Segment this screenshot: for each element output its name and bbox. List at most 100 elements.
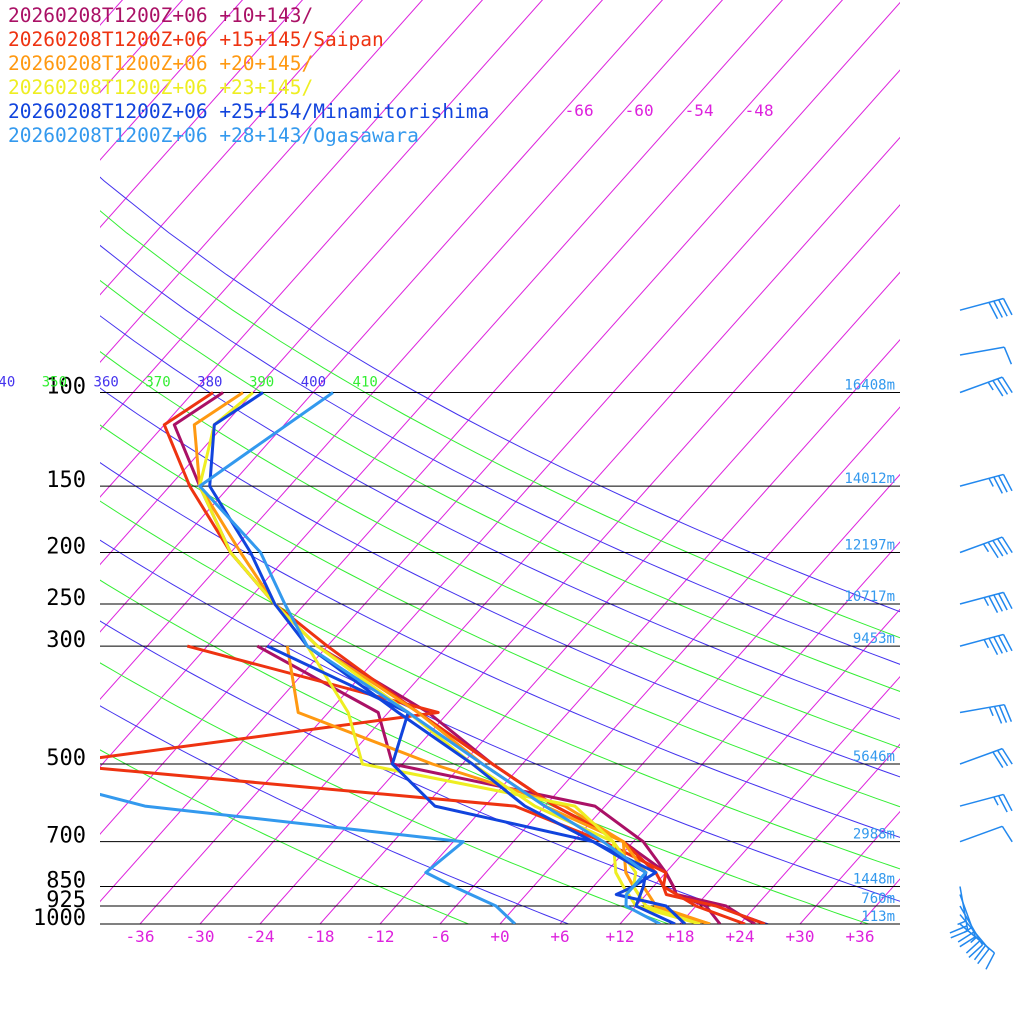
theta-label: 350: [42, 375, 67, 391]
legend-entry-5: 20260208T1200Z+06 +28+143/Ogasawara: [8, 124, 419, 147]
isotherm-line: [799, 810, 900, 924]
wind-barb: [959, 923, 996, 970]
pressure-label: 150: [46, 468, 86, 493]
x-tick-label: +6: [550, 927, 569, 946]
isotherm-label: -54: [685, 101, 714, 120]
theta-line: [100, 279, 900, 692]
legend-entry-4: 20260208T1200Z+06 +25+154/Minamitorishim…: [8, 100, 490, 123]
pressure-label: 500: [46, 746, 86, 771]
wind-barb: [959, 473, 1013, 494]
theta-line: [100, 749, 469, 924]
pressure-label: 300: [46, 628, 86, 653]
wind-barb: [949, 886, 969, 939]
wind-barb: [959, 747, 1013, 768]
wind-barb: [959, 633, 1013, 656]
height-label: 10717m: [844, 589, 895, 605]
theta-line: [100, 705, 569, 924]
x-tick-label: -12: [366, 927, 395, 946]
theta-label: 360: [94, 375, 119, 391]
height-label: 2988m: [853, 827, 895, 843]
series-4-temperature-line: [208, 391, 676, 924]
x-tick-label: -24: [246, 927, 275, 946]
wind-barb: [959, 825, 1013, 843]
isotherm-line: [619, 608, 900, 924]
wind-barb: [959, 703, 1013, 724]
height-label: 14012m: [844, 471, 895, 487]
wind-barb: [959, 376, 1013, 397]
theta-label: 380: [197, 375, 222, 391]
pressure-label: 100: [46, 375, 86, 400]
sounding-profiles: [100, 391, 766, 924]
series-1-temperature-line: [162, 391, 766, 924]
wind-barb: [959, 793, 1013, 813]
height-label: 760m: [861, 891, 895, 907]
x-tick-label: +18: [666, 927, 695, 946]
theta-line: [100, 539, 900, 902]
theta-label: 340: [0, 375, 15, 391]
isotherm-line: [100, 0, 244, 161]
wind-barb: [959, 536, 1013, 559]
isotherm-line: [100, 0, 304, 229]
isotherm-label: -48: [745, 101, 774, 120]
isotherm-line: [739, 743, 900, 924]
isotherm-line: [559, 541, 900, 924]
wind-barb: [959, 591, 1013, 613]
theta-line: [100, 210, 900, 639]
theta-line: [100, 350, 900, 749]
pressure-label: 700: [46, 824, 86, 849]
height-label: 12197m: [844, 537, 895, 553]
x-tick-label: +30: [786, 927, 815, 946]
theta-line: [100, 462, 900, 838]
x-tick-label: +0: [490, 927, 509, 946]
series-5-temperature-line: [198, 391, 661, 924]
x-tick-label: +36: [846, 927, 875, 946]
theta-line: [100, 315, 900, 720]
wind-barb: [959, 346, 1013, 365]
x-tick-label: +24: [726, 927, 755, 946]
legend-entry-2: 20260208T1200Z+06 +20+145/: [8, 52, 314, 75]
height-label: 113m: [861, 909, 895, 925]
x-tick-label: -18: [306, 927, 335, 946]
height-label: 16408m: [844, 378, 895, 394]
theta-line: [100, 424, 900, 808]
isotherm-line: [859, 878, 900, 924]
isotherm-line: [679, 676, 900, 924]
x-tick-label: -6: [430, 927, 449, 946]
theta-label: 400: [301, 375, 326, 391]
theta-line: [100, 500, 900, 870]
legend: 20260208T1200Z+06 +10+143/ 20260208T1200…: [8, 4, 489, 148]
isotherm-line: [100, 0, 424, 363]
theta-label: 370: [145, 375, 170, 391]
theta-line: [100, 620, 769, 924]
isotherm-line: [0, 0, 6, 924]
height-label: 5646m: [853, 749, 895, 765]
pressure-label: 200: [46, 534, 86, 559]
isotherm-line: [100, 0, 184, 94]
theta-line: [100, 662, 669, 924]
theta-line: [100, 387, 900, 778]
legend-entry-0: 20260208T1200Z+06 +10+143/: [8, 4, 314, 27]
isotherm-label: -66: [565, 101, 594, 120]
theta-label: 390: [249, 375, 274, 391]
theta-line: [100, 244, 900, 665]
pressure-label: 1000: [33, 906, 86, 931]
height-label: 1448m: [853, 871, 895, 887]
pressure-lines: [100, 392, 900, 925]
theta-line: [100, 579, 869, 924]
series-5-dewpoint-line: [100, 792, 517, 924]
axis-labels: 100 16408m 150 14012m 200 12197m 250 10717m 300 9…: [0, 101, 895, 946]
x-tick-label: -36: [126, 927, 155, 946]
isotherm-line: [499, 473, 900, 924]
theta-label: 410: [353, 375, 378, 391]
wind-barb: [959, 297, 1013, 320]
legend-entry-3: 20260208T1200Z+06 +23+145/: [8, 76, 314, 99]
pressure-label: 250: [46, 586, 86, 611]
pressure-label: 925: [46, 888, 86, 913]
theta-line: [100, 176, 900, 613]
isotherm-label: -60: [625, 101, 654, 120]
isotherm-line: [100, 0, 364, 296]
height-label: 9453m: [853, 631, 895, 647]
wind-barb: [959, 905, 984, 958]
x-tick-label: +12: [606, 927, 635, 946]
